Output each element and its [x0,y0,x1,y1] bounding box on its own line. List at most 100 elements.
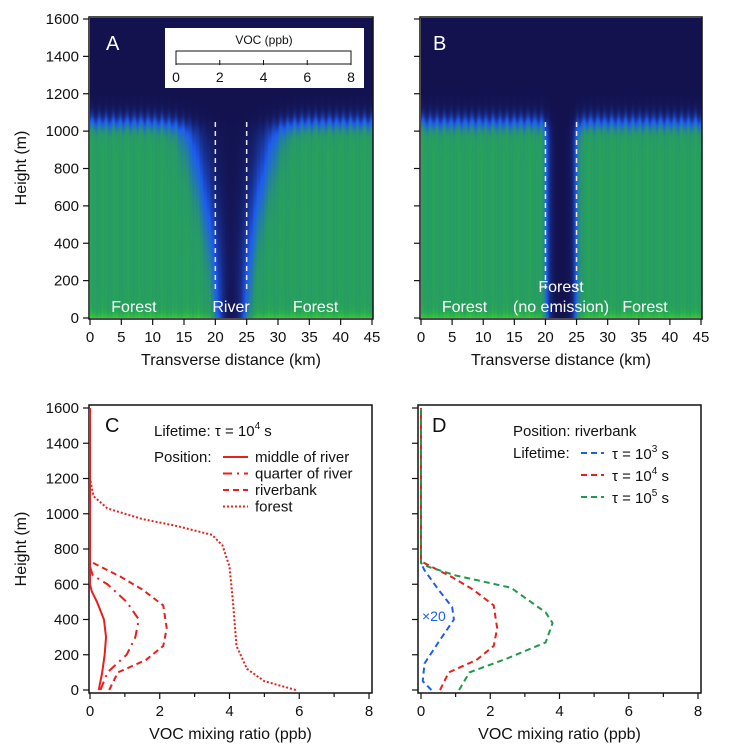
x-tick-label: 20 [207,329,224,346]
y-tick-label: 1600 [46,400,79,417]
legend-entry: quarter of river [255,466,353,483]
region-label-line: (no emission) [513,299,609,316]
colorbar-tick-label: 8 [347,69,355,85]
x-axis-label: VOC mixing ratio (ppb) [149,726,312,743]
x-tick-label: 0 [86,703,94,720]
legend-entry: τ = 104 s [612,466,669,485]
y-tick-label: 1000 [46,123,79,140]
x-tick-label: 5 [448,329,456,346]
panel-a: 0 5 10 15 20 25 30 35 40 450200400600800100012001… [13,11,380,369]
series-line-tau-1e3 [420,408,455,691]
x-tick-label: 20 [537,329,554,346]
legend-entry: riverbank [255,482,317,499]
y-tick-label: 800 [54,161,79,178]
panel-b: 0 5 10 15 20 25 30 35 40 45 Transverse distance (k… [414,16,710,369]
x-tick-label: 2 [486,703,494,720]
panel-d: 0 2 4 6 8 VOC mixing ratio (ppb) [412,404,702,743]
lifetime-annotation: Lifetime: τ = 104 s [154,421,272,440]
x-tick-label: 40 [332,329,349,346]
y-tick-label: 1200 [46,86,79,103]
y-tick-label: 600 [54,198,79,215]
x-tick-label: 25 [568,329,585,346]
y-axis-label: Height (m) [13,512,30,587]
x-tick-label: 10 [475,329,492,346]
colorbar-title: VOC (ppb) [235,33,292,47]
x-axis-label: Transverse distance (km) [141,352,321,369]
colorbar-tick-label: 6 [303,69,311,85]
legend-title-position: Position: [154,449,212,466]
legend-title-lifetime: Lifetime: [513,445,570,462]
region-label-forest-right: Forest [293,299,339,316]
legend-entry: τ = 105 s [612,488,669,507]
legend-entry: τ = 103 s [612,444,669,463]
y-tick-label: 1400 [46,435,79,452]
x-tick-label: 0 [417,329,425,346]
y-tick-label: 800 [54,541,79,558]
x-tick-label: 45 [364,329,381,346]
x-tick-label: 10 [144,329,161,346]
y-tick-label: 1200 [46,471,79,488]
panel-label-d: D [432,415,446,437]
scale-factor-note: ×20 [422,608,446,624]
region-label-line: Forest [538,279,584,296]
region-label-forest-right: Forest [622,299,668,316]
y-tick-label: 200 [54,273,79,290]
series-line-riverbank [89,408,168,691]
x-tick-label: 35 [630,329,647,346]
region-label-forest-left: Forest [442,299,488,316]
legend-entry: forest [255,499,293,516]
x-tick-label: 0 [417,703,425,720]
x-tick-label: 8 [694,703,702,720]
y-tick-label: 400 [54,612,79,629]
colorbar-box [165,28,364,88]
x-tick-label: 0 [86,329,94,346]
y-tick-label: 200 [54,647,79,664]
series-line-middle-of-river [89,408,108,691]
region-label-center: River [212,299,250,316]
x-tick-label: 4 [555,703,563,720]
x-tick-label: 8 [365,703,373,720]
y-tick-label: 1400 [46,48,79,65]
x-tick-label: 30 [270,329,287,346]
x-tick-label: 4 [225,703,233,720]
series-line-quarter-of-river [89,408,140,691]
y-tick-label: 0 [71,682,79,699]
legend-entry: middle of river [255,449,349,466]
colorbar-tick-label: 2 [216,69,224,85]
x-tick-label: 45 [693,329,710,346]
position-annotation: Position: riverbank [513,423,637,440]
region-label-line: River [212,299,250,316]
y-axis-label: Height (m) [13,131,30,206]
series-line-forest [89,408,297,691]
region-label-forest-left: Forest [111,299,157,316]
x-tick-label: 6 [625,703,633,720]
x-tick-label: 15 [176,329,193,346]
y-tick-label: 1000 [46,506,79,523]
x-axis-label: Transverse distance (km) [471,352,651,369]
x-tick-label: 40 [662,329,679,346]
x-tick-label: 15 [506,329,523,346]
x-tick-label: 25 [238,329,255,346]
y-tick-label: 600 [54,576,79,593]
y-tick-label: 0 [71,310,79,327]
x-tick-label: 30 [599,329,616,346]
x-axis-label: VOC mixing ratio (ppb) [478,726,641,743]
x-tick-label: 5 [117,329,125,346]
panel-label-c: C [105,415,119,437]
colorbar-tick-label: 4 [260,69,268,85]
series-line-tau-1e5 [420,408,554,691]
colorbar-tick-label: 0 [172,69,180,85]
x-tick-label: 2 [156,703,164,720]
y-tick-label: 400 [54,235,79,252]
series-line-tau-1e4 [420,408,499,691]
y-tick-label: 1600 [46,11,79,28]
panel-label-b: B [433,33,446,55]
panel-b-frame [419,16,703,320]
x-tick-label: 6 [295,703,303,720]
panel-label-a: A [106,33,120,55]
heatmap-panel-b [421,18,702,318]
panel-c: 0 2 4 6 8 0 200 400 600 800 1000 1200 1400 1600 VOC mi… [13,400,373,743]
x-tick-label: 35 [301,329,318,346]
